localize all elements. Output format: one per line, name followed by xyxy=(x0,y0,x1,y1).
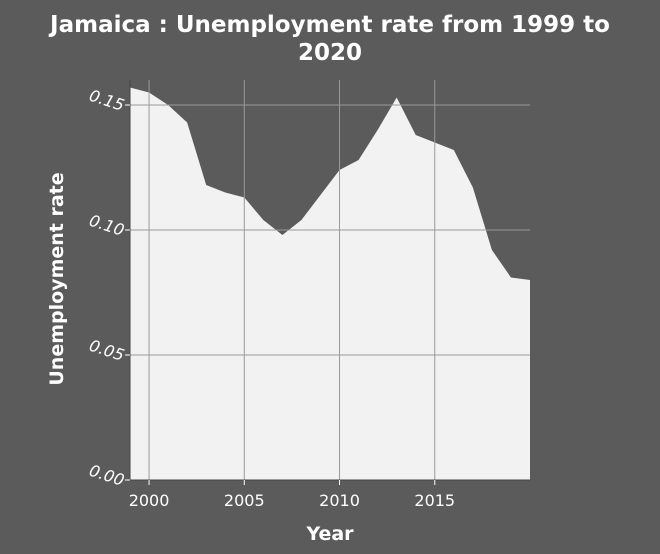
chart-title-line-1: Jamaica : Unemployment rate from 1999 to xyxy=(48,12,610,38)
y-tick-label: 0.10 xyxy=(87,211,127,240)
y-tick-label: 0.05 xyxy=(87,336,127,365)
area-series xyxy=(130,87,530,480)
x-tick-label: 2005 xyxy=(224,491,265,510)
chart-title-line-2: 2020 xyxy=(298,40,362,66)
y-axis-label: Unemployment rate xyxy=(46,172,68,385)
x-tick-label: 2000 xyxy=(129,491,170,510)
y-tick-label: 0.00 xyxy=(87,461,127,490)
plot-area: 2000 2005 2010 2015 0.00 0.05 0.10 0.15 xyxy=(87,80,530,510)
y-tick-label: 0.15 xyxy=(87,86,127,115)
x-tick-label: 2015 xyxy=(414,491,455,510)
x-axis-label: Year xyxy=(305,523,354,545)
x-tick-label: 2010 xyxy=(319,491,360,510)
